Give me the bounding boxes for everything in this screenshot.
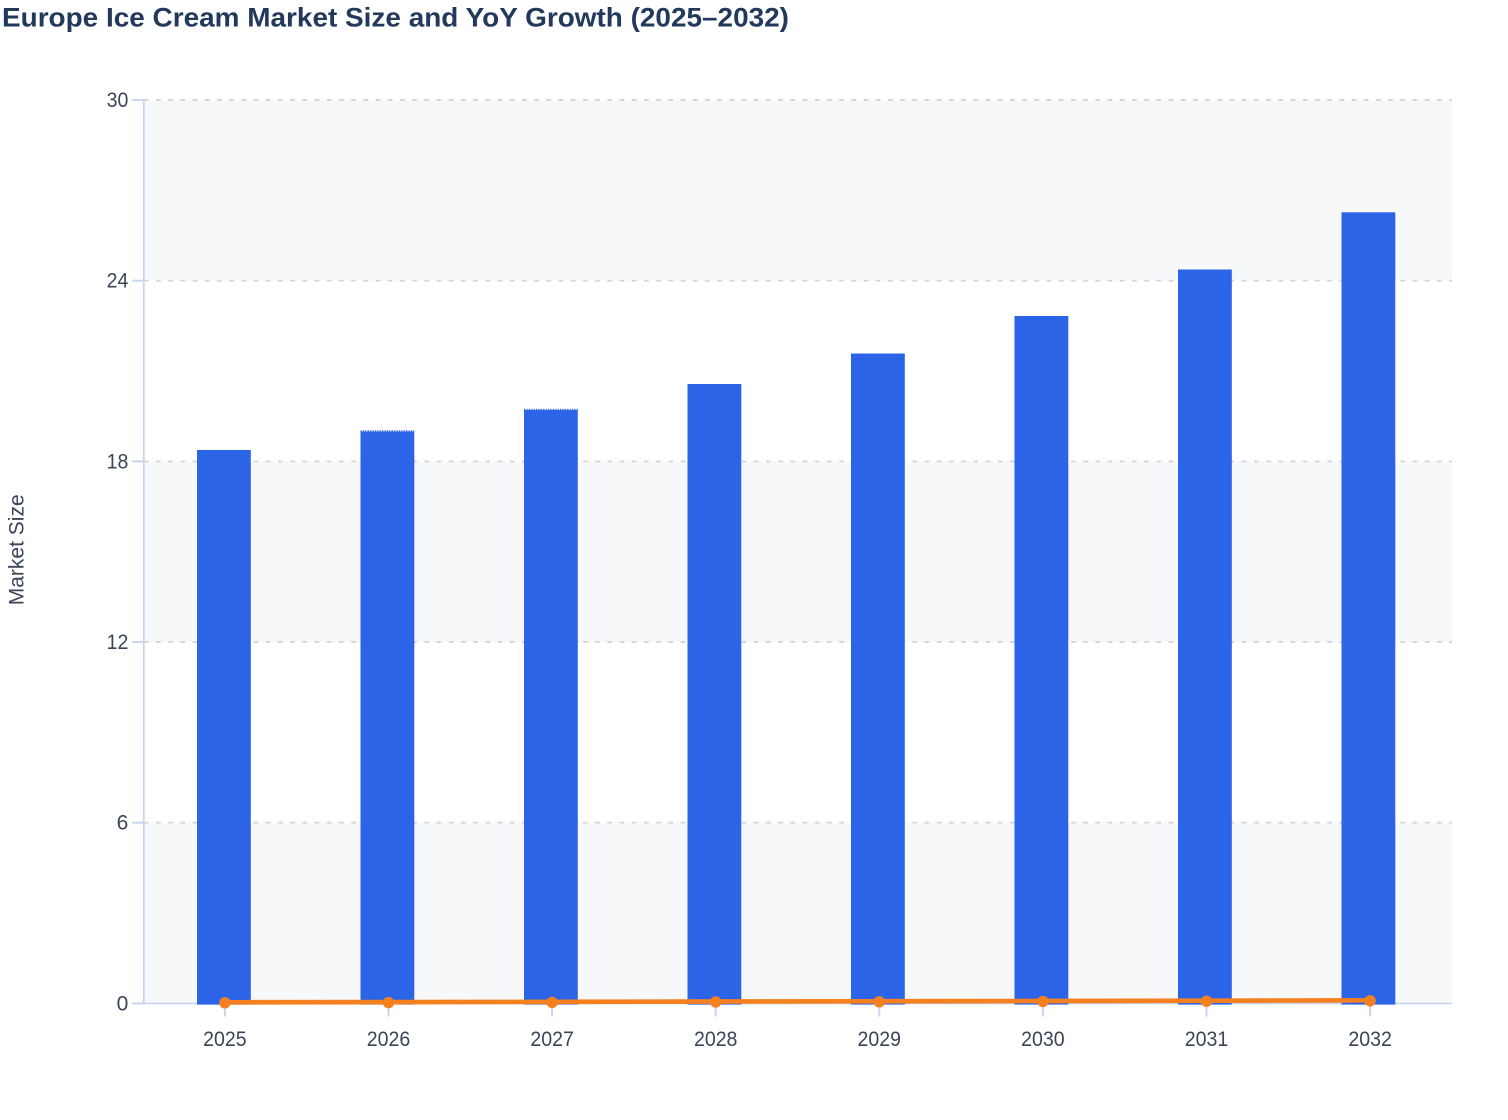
svg-text:2026: 2026 [367,1028,411,1051]
svg-text:2030: 2030 [1021,1028,1065,1051]
svg-text:2029: 2029 [858,1028,902,1051]
svg-text:2028: 2028 [694,1028,738,1051]
svg-text:2027: 2027 [530,1028,574,1051]
svg-text:2025: 2025 [203,1028,247,1051]
svg-text:12: 12 [107,631,129,654]
svg-text:6: 6 [117,812,129,835]
svg-text:18: 18 [107,450,129,473]
svg-text:Europe Ice Cream Market Size a: Europe Ice Cream Market Size and YoY Gro… [2,2,789,32]
svg-text:Market Size: Market Size [6,494,29,605]
svg-text:2032: 2032 [1348,1028,1392,1051]
svg-text:24: 24 [107,270,129,293]
svg-text:2031: 2031 [1185,1028,1229,1051]
svg-text:30: 30 [107,89,129,112]
svg-text:0: 0 [117,992,129,1015]
